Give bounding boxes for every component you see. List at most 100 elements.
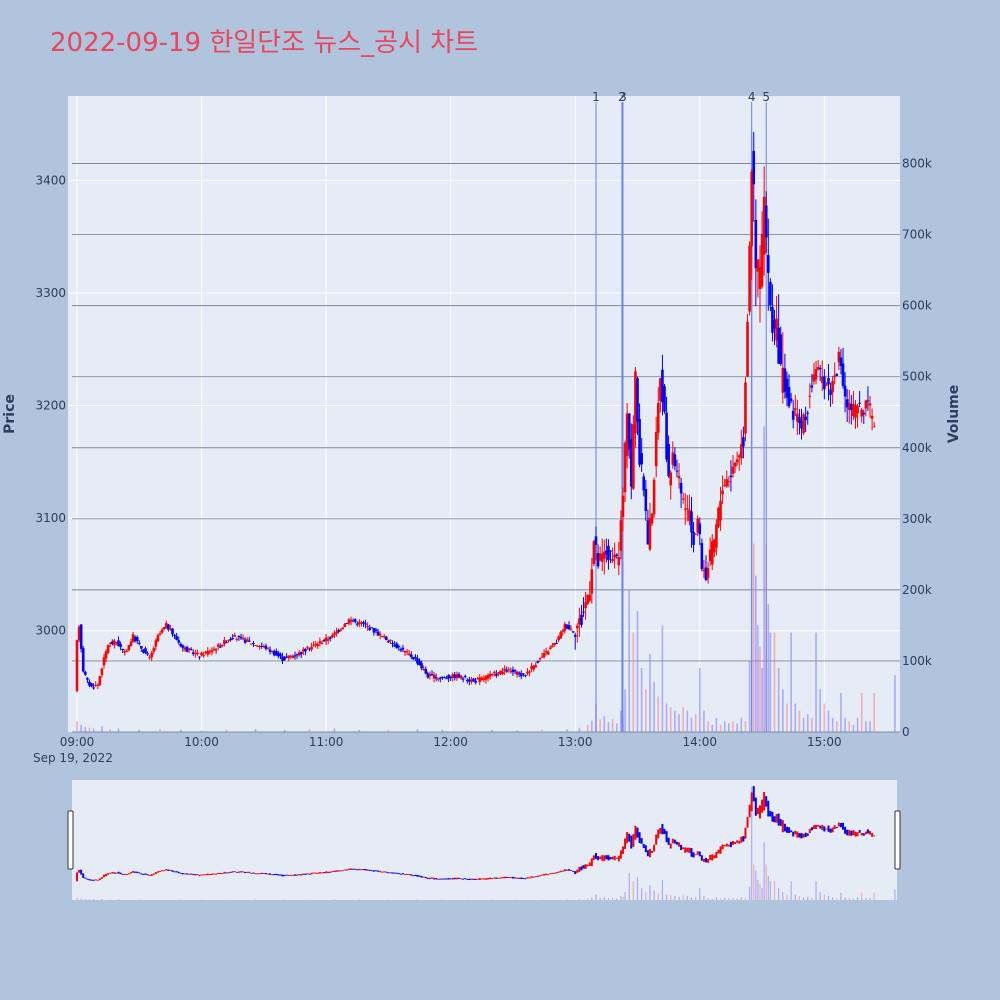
slider-candle: [219, 872, 222, 874]
volume-bar: [628, 589, 631, 732]
x-tick-label: 09:00: [60, 735, 95, 749]
slider-candle: [406, 873, 409, 875]
slider-candle: [497, 877, 500, 879]
candle-body: [397, 646, 401, 648]
volume-bar: [657, 696, 660, 732]
candle-body: [754, 219, 758, 269]
candle-body: [235, 638, 239, 640]
slider-volume-bar: [751, 786, 753, 900]
slider-candle: [293, 874, 296, 876]
slider-candle: [869, 830, 872, 835]
slider-candle: [644, 845, 647, 853]
slider-candle: [812, 825, 815, 830]
slider-candle: [501, 877, 504, 879]
candle-body: [337, 630, 340, 632]
volume-tick-label: 300k: [902, 512, 932, 526]
candle-body: [328, 637, 332, 639]
candle-body: [366, 626, 369, 628]
slider-candle: [169, 869, 172, 871]
slider-candle: [337, 870, 340, 872]
slider-volume-bar: [767, 875, 769, 900]
candle-body: [113, 640, 116, 646]
slider-candle: [806, 833, 809, 836]
slider-volume-bar: [711, 898, 713, 900]
slider-candle: [296, 874, 299, 876]
candle-body: [719, 500, 722, 521]
slider-candle: [746, 816, 749, 828]
candle-body: [355, 623, 359, 625]
candle-body: [820, 376, 824, 384]
candle-body: [204, 651, 208, 653]
slider-volume-bar: [84, 899, 86, 900]
candle-body: [148, 657, 151, 659]
slider-candle: [148, 874, 151, 876]
candle-body: [187, 648, 191, 651]
candle-body: [582, 611, 585, 613]
candlestick-series: [75, 132, 876, 693]
slider-candle: [266, 873, 269, 875]
candle-body: [160, 629, 164, 633]
candle-body: [121, 649, 124, 651]
candle-body: [715, 524, 718, 548]
volume-bar: [798, 710, 801, 732]
slider-candle: [142, 873, 145, 875]
slider-candle: [430, 877, 433, 879]
volume-bar: [101, 726, 103, 732]
candle-body: [634, 371, 637, 434]
volume-tick-label: 600k: [902, 299, 932, 313]
volume-bar: [782, 689, 784, 732]
slider-candle: [105, 873, 108, 877]
x-tick-label: 10:00: [184, 735, 219, 749]
candle-body: [451, 674, 455, 678]
candle-body: [538, 658, 542, 660]
candle-body: [243, 639, 247, 643]
slider-candle: [609, 857, 612, 860]
slider-candle: [393, 872, 396, 874]
candle-body: [800, 420, 803, 429]
range-slider[interactable]: [72, 780, 897, 900]
volume-bar: [794, 703, 797, 732]
range-slider-left-handle[interactable]: [67, 810, 74, 870]
slider-candle: [688, 847, 691, 853]
volume-bar: [835, 721, 838, 732]
slider-candle: [545, 873, 548, 875]
slider-volume-bar: [798, 895, 801, 900]
volume-tick-label: 400k: [902, 441, 932, 455]
candle-body: [333, 633, 336, 636]
slider-candle: [850, 830, 853, 836]
candle-body: [463, 675, 467, 677]
slider-candle: [638, 832, 641, 844]
candle-body: [264, 645, 268, 649]
slider-volume-bar: [869, 897, 871, 900]
candle-body: [779, 334, 783, 365]
candle-body: [102, 657, 106, 666]
price-tick-label: 3300: [35, 286, 66, 300]
volume-bar: [636, 611, 639, 732]
slider-candle: [86, 878, 89, 880]
slider-candle: [738, 840, 741, 844]
slider-candle: [511, 876, 514, 879]
candle-body: [561, 630, 565, 632]
volume-bar: [840, 692, 842, 732]
slider-volume-bar: [848, 897, 850, 900]
candle-body: [198, 656, 201, 658]
candle-body: [694, 533, 697, 535]
candle-body: [351, 620, 355, 622]
slider-volume-bar: [595, 894, 597, 900]
candle-body: [266, 647, 270, 649]
slider-candle: [215, 873, 218, 875]
candle-body: [569, 629, 573, 631]
slider-candle: [675, 841, 678, 845]
slider-volume-bar: [661, 879, 664, 900]
slider-candle: [599, 856, 602, 859]
candle-body: [395, 643, 398, 649]
candle-body: [565, 624, 569, 629]
slider-volume-bar: [759, 883, 761, 900]
candle-body: [254, 644, 257, 646]
slider-volume-bar: [686, 895, 688, 900]
slider-candle: [341, 870, 344, 872]
slider-candle: [761, 799, 764, 813]
range-slider-right-handle[interactable]: [894, 810, 901, 870]
slider-volume-bar: [744, 897, 747, 900]
slider-candle: [439, 878, 442, 880]
